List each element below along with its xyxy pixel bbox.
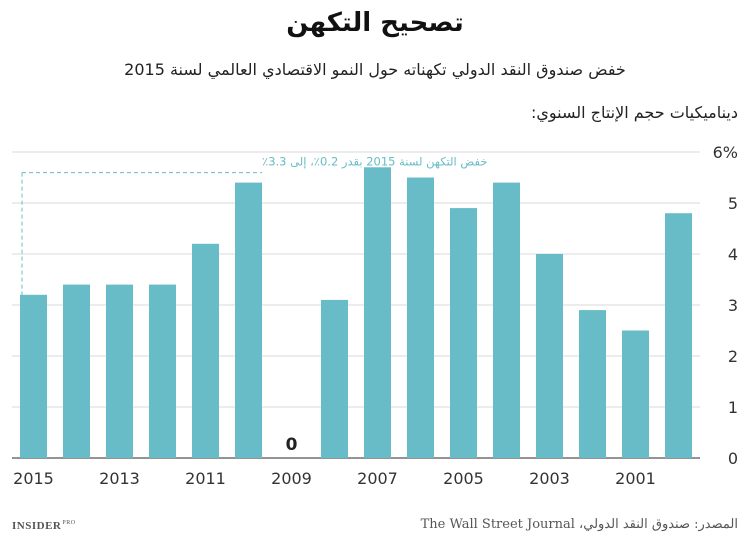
page-title: تصحيح التكهن bbox=[286, 8, 464, 38]
x-tick-label: 2003 bbox=[529, 469, 570, 488]
bar-2013 bbox=[106, 284, 133, 458]
bar-2011 bbox=[192, 243, 219, 458]
bar-2005 bbox=[450, 208, 477, 458]
x-tick-label: 2015 bbox=[13, 469, 54, 488]
brand-logo: INSIDERPRO bbox=[12, 520, 76, 532]
y-tick-label: 6% bbox=[713, 143, 738, 162]
x-tick-label: 2011 bbox=[185, 469, 226, 488]
axis-caption: ديناميكيات حجم الإنتاج السنوي: bbox=[530, 103, 738, 122]
bar-2014 bbox=[63, 284, 90, 458]
bar-2003 bbox=[536, 254, 563, 458]
bar-2006 bbox=[407, 177, 434, 458]
y-tick-label: 2 bbox=[728, 347, 738, 366]
x-tick-label: 2005 bbox=[443, 469, 484, 488]
y-tick-label: 4 bbox=[728, 245, 738, 264]
bar-2012 bbox=[149, 284, 176, 458]
bar-2002 bbox=[579, 310, 606, 458]
bar-2001 bbox=[622, 330, 649, 458]
bar-2015 bbox=[20, 294, 47, 458]
bar-2004 bbox=[493, 182, 520, 458]
source-note: المصدر: صندوق النقد الدولي، The Wall Str… bbox=[420, 517, 738, 532]
y-tick-label: 5 bbox=[728, 194, 738, 213]
bar-2008 bbox=[321, 299, 348, 458]
x-tick-label: 2007 bbox=[357, 469, 398, 488]
x-tick-label: 2001 bbox=[615, 469, 656, 488]
x-tick-label: 2009 bbox=[271, 469, 312, 488]
bar-2010 bbox=[235, 182, 262, 458]
x-tick-label: 2013 bbox=[99, 469, 140, 488]
data-label: 0 bbox=[286, 435, 298, 455]
y-tick-label: 1 bbox=[728, 398, 738, 417]
page-subtitle: خفض صندوق النقد الدولي تكهناته حول النمو… bbox=[124, 60, 626, 79]
y-tick-label: 3 bbox=[728, 296, 738, 315]
bar-2007 bbox=[364, 167, 391, 459]
y-tick-label: 0 bbox=[728, 449, 738, 468]
annotation-text: خفض التكهن لسنة 2015 بقدر 0.2٪، إلى 3.3٪ bbox=[262, 155, 487, 170]
bar-2000 bbox=[665, 213, 692, 458]
